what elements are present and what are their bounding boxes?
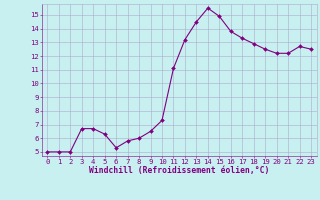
X-axis label: Windchill (Refroidissement éolien,°C): Windchill (Refroidissement éolien,°C) [89,166,269,175]
